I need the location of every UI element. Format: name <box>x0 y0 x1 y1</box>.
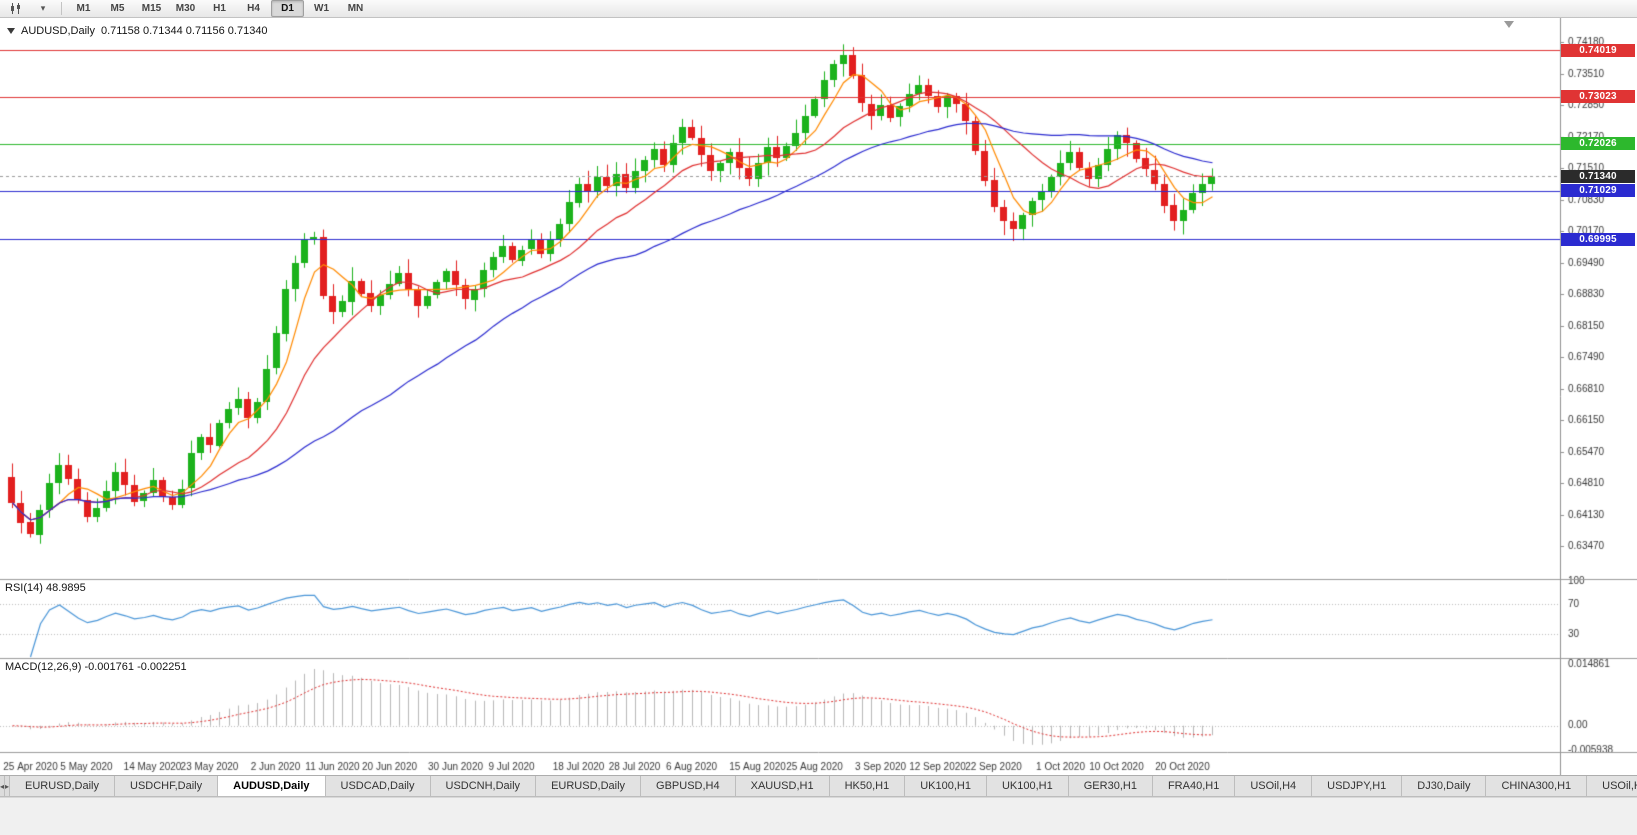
chart-tab-china300-h1[interactable]: CHINA300,H1 <box>1486 776 1588 796</box>
chart-canvas[interactable] <box>0 18 1637 775</box>
chart-tab-usdchf-daily[interactable]: USDCHF,Daily <box>115 776 219 796</box>
chart-tab-hk50-h1[interactable]: HK50,H1 <box>829 776 906 796</box>
tabs-scroll-left-icon[interactable]: ◂ <box>0 776 6 796</box>
chart-tab-gbpusd-h4[interactable]: GBPUSD,H4 <box>641 776 736 796</box>
timeframe-button-h4[interactable]: H4 <box>247 3 260 14</box>
chart-tab-fra40-h1[interactable]: FRA40,H1 <box>1152 776 1236 796</box>
chart-tabbar: ◂ ▸ EURUSD,Daily USDCHF,Daily AUDUSD,Daily… <box>0 775 1637 797</box>
price-tag-current: 0.71340 <box>1561 170 1635 183</box>
tabs-container: EURUSD,Daily USDCHF,Daily AUDUSD,Daily USDC… <box>10 776 1637 796</box>
chart-tab-dj30-daily[interactable]: DJ30,Daily <box>1402 776 1487 796</box>
timeframe-toolbar: ▾ M1 M5 M15 M30 H1 H4 D1 W1 MN <box>0 0 1637 18</box>
chart-tab-usdjpy-h1[interactable]: USDJPY,H1 <box>1312 776 1403 796</box>
chart-tab-usdcad-daily[interactable]: USDCAD,Daily <box>325 776 431 796</box>
chart-tab-usoil-h1[interactable]: USOil,H1 <box>1587 776 1637 796</box>
chart-symbol-label: AUDUSD,Daily <box>21 25 95 37</box>
timeframe-buttons: M1 M5 M15 M30 H1 H4 D1 W1 MN <box>67 0 372 17</box>
status-bar <box>0 797 1637 835</box>
price-tag-073023: 0.73023 <box>1561 90 1635 103</box>
chart-tab-usdcnh-daily[interactable]: USDCNH,Daily <box>430 776 537 796</box>
chart-tab-audusd-daily[interactable]: AUDUSD,Daily <box>218 776 326 796</box>
timeframe-button-w1[interactable]: W1 <box>314 3 329 14</box>
chart-tab-eurusd-daily[interactable]: EURUSD,Daily <box>10 776 115 796</box>
timeframe-button-m1[interactable]: M1 <box>76 3 91 14</box>
chart-dropdown-caret-icon[interactable]: ▾ <box>40 3 46 13</box>
timeframe-button-m15[interactable]: M15 <box>141 3 162 14</box>
chart-tab-uk100-h1[interactable]: UK100,H1 <box>986 776 1069 796</box>
price-tag-072026: 0.72026 <box>1561 137 1635 150</box>
chart-tab-eurusd-daily[interactable]: EURUSD,Daily <box>536 776 642 796</box>
timeframe-button-m5[interactable]: M5 <box>110 3 125 14</box>
timeframe-button-d1[interactable]: D1 <box>271 0 304 17</box>
chart-title: AUDUSD,Daily 0.71158 0.71344 0.71156 0.7… <box>7 25 268 37</box>
timeframe-button-m30[interactable]: M30 <box>175 3 196 14</box>
price-tag-071029: 0.71029 <box>1561 184 1635 197</box>
chart-ohlc-values: 0.71158 0.71344 0.71156 0.71340 <box>100 25 268 37</box>
chart-tab-uk100-h1[interactable]: UK100,H1 <box>905 776 987 796</box>
chart-menu-icon[interactable] <box>7 28 15 34</box>
price-tag-074019: 0.74019 <box>1561 44 1635 57</box>
timeframe-button-mn[interactable]: MN <box>347 3 364 14</box>
macd-indicator-label: MACD(12,26,9) -0.001761 -0.002251 <box>5 661 187 673</box>
toolbar-separator <box>61 2 62 15</box>
chart-shift-marker[interactable] <box>1504 21 1514 28</box>
price-tag-069995: 0.69995 <box>1561 233 1635 246</box>
rsi-indicator-label: RSI(14) 48.9895 <box>5 582 86 594</box>
chart-tab-ger30-h1[interactable]: GER30,H1 <box>1068 776 1153 796</box>
chart-type-icon[interactable] <box>3 0 29 17</box>
chart-tab-xauusd-h1[interactable]: XAUUSD,H1 <box>735 776 830 796</box>
chart-tab-usoil-h4[interactable]: USOil,H4 <box>1235 776 1313 796</box>
timeframe-button-h1[interactable]: H1 <box>213 3 226 14</box>
tabs-scroll-right-icon[interactable]: ▸ <box>5 776 11 796</box>
